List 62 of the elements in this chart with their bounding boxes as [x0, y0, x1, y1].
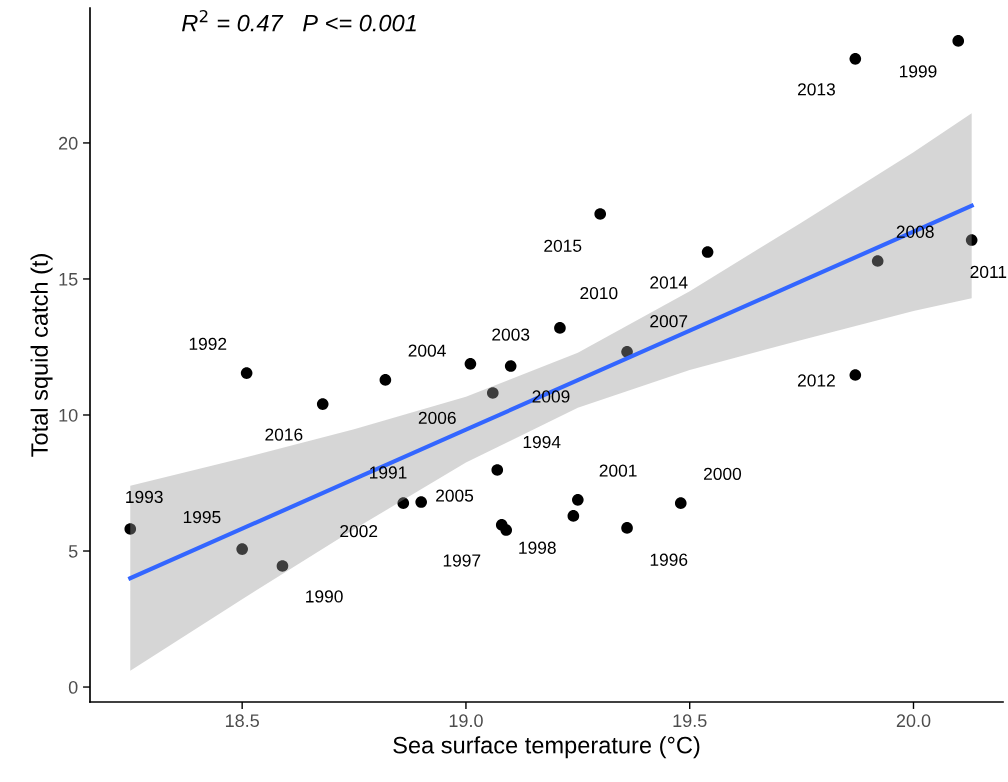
point: [594, 208, 607, 220]
point: [567, 510, 580, 522]
annotation: 2012: [797, 374, 835, 387]
point: [952, 35, 965, 47]
x-tick-label: 18.5: [225, 714, 259, 728]
annotation: 1994: [523, 435, 561, 449]
point: [276, 560, 289, 572]
annotation: 2010: [580, 286, 618, 300]
point: [871, 255, 884, 267]
annotation: 1997: [443, 554, 481, 567]
point: [572, 494, 584, 506]
y-tick-label: 0: [68, 680, 78, 694]
point: [965, 234, 978, 246]
annotation: 1993: [126, 490, 163, 504]
point: [415, 496, 427, 508]
annotation: 2003: [492, 328, 530, 341]
point: [236, 543, 248, 555]
annotation: 1991: [370, 466, 407, 479]
point: [500, 524, 513, 536]
annotation: 2013: [797, 83, 835, 96]
x-tick-label: 20.0: [896, 714, 931, 728]
annotation: 1999: [899, 65, 937, 78]
annotation: 1990: [306, 590, 343, 603]
point: [504, 360, 517, 372]
annotation: 2001: [599, 464, 637, 477]
annotation: 1992: [189, 337, 227, 350]
annotation: 2014: [650, 276, 688, 289]
annotation: 1995: [183, 510, 221, 524]
point: [554, 322, 566, 334]
annotation: 1996: [650, 553, 688, 566]
x-tick-label: 19.5: [673, 714, 707, 728]
point: [701, 246, 714, 258]
point: [464, 358, 477, 370]
annotation: 2006: [418, 411, 456, 424]
point: [379, 374, 392, 386]
point: [849, 369, 862, 381]
point: [486, 387, 499, 399]
annotation: R$^{2}$ = 0.47 P <= 0.001: [182, 9, 416, 32]
point: [240, 367, 253, 379]
y-tick-label: 10: [59, 408, 78, 422]
annotation: 2016: [265, 428, 303, 441]
point: [491, 464, 504, 476]
y-tick-label: 15: [59, 273, 78, 286]
point: [397, 497, 410, 509]
y-tick-label: 5: [68, 545, 78, 558]
annotation: 1998: [519, 541, 556, 554]
point: [316, 398, 329, 410]
annotation: 2015: [544, 239, 582, 252]
annotation: 2002: [340, 524, 378, 538]
x-tick-label: 19.0: [449, 714, 483, 728]
point: [621, 522, 633, 534]
y-tick-label: 20: [59, 136, 78, 150]
point: [849, 53, 862, 65]
annotation: 2005: [436, 489, 474, 502]
x-axis-title: Sea surface temperature (°C): [393, 736, 700, 759]
y-axis-title: Total squid catch (t): [30, 254, 53, 457]
annotation: 2007: [650, 315, 688, 328]
annotation: 2000: [704, 467, 742, 481]
point: [674, 497, 687, 509]
annotation: 2011: [970, 265, 1007, 279]
point: [124, 523, 137, 535]
annotation: 2004: [408, 344, 446, 357]
